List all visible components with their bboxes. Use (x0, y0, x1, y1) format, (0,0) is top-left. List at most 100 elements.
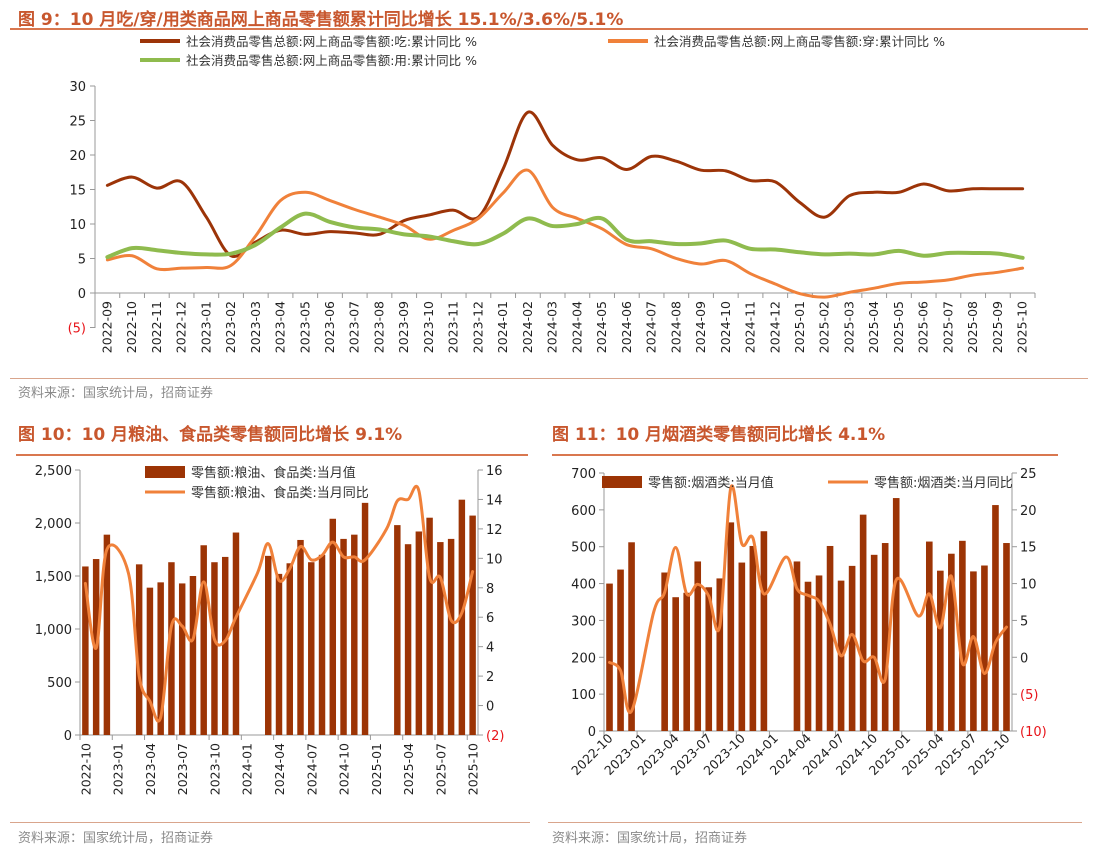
right-tick-label: 12 (486, 523, 503, 538)
bar (760, 531, 768, 731)
bar (340, 538, 347, 735)
y-tick-label: 5 (78, 253, 86, 268)
fig11-title: 图 11：10 月烟酒类零售额同比增长 4.1% (552, 425, 886, 445)
fig11-chart: 0100200300400500600700(10)(5)05101520252… (568, 467, 1047, 778)
right-tick-label: 10 (486, 552, 503, 567)
right-tick-label: 0 (1020, 651, 1028, 666)
fig9-chart: (5) 0 5 10 15 20 25 30 2022-09 2022-10 2022-11 2022… (68, 34, 1036, 353)
bar (1003, 543, 1010, 731)
bar (892, 498, 900, 731)
bar (672, 597, 679, 731)
right-tick-label: 20 (1020, 504, 1037, 519)
fig9-title: 图 9：10 月吃/穿/用类商品网上商品零售额累计同比增长 15.1%/3.6%… (18, 10, 624, 30)
bar (318, 554, 326, 735)
y-tick-label: 10 (69, 218, 86, 233)
x-tick-label: 2025-08 (965, 301, 980, 353)
yoy-line (83, 484, 475, 723)
x-tick-label: 2025-04 (401, 743, 416, 795)
left-tick-label: 0 (64, 729, 72, 744)
bar (275, 573, 283, 735)
x-tick-label: 2023-09 (396, 301, 411, 353)
x-tick-label: 2025-01 (792, 301, 807, 353)
bar (211, 562, 218, 735)
bar (437, 542, 444, 735)
x-tick-label: 2024-03 (545, 301, 560, 353)
x-tick-label: 2023-10 (207, 743, 222, 795)
right-tick-label: (2) (486, 729, 504, 744)
x-tick-label: 2024-09 (693, 301, 708, 353)
bar (859, 514, 867, 731)
x-tick-label: 2023-04 (143, 743, 158, 795)
bar (793, 561, 801, 731)
left-tick-label: 200 (571, 651, 596, 666)
x-tick-label: 2025-10 (466, 743, 481, 795)
x-tick-label: 2025-07 (433, 743, 448, 795)
x-tick-label: 2022-09 (99, 301, 114, 353)
x-tick-label: 2023-03 (248, 301, 263, 353)
right-tick-label: 2 (486, 670, 494, 685)
x-tick-label: 2024-12 (767, 301, 782, 353)
bar (749, 545, 757, 731)
bar (286, 563, 293, 735)
bar (415, 531, 423, 735)
bar (351, 534, 358, 735)
left-tick-label: 600 (571, 504, 596, 519)
x-tick-label: 2023-01 (111, 743, 126, 795)
fig11-source: 资料来源：国家统计局，招商证券 (552, 831, 748, 846)
bar (135, 564, 143, 735)
x-tick-label: 2024-07 (304, 743, 319, 795)
fig9-source: 资料来源：国家统计局，招商证券 (18, 386, 214, 401)
x-tick-label: 2024-06 (619, 301, 634, 353)
bar (103, 534, 111, 735)
bar (628, 542, 635, 731)
y-tick-label: (5) (68, 322, 86, 337)
x-tick-label: 2024-07 (644, 301, 659, 353)
bar (848, 565, 856, 731)
bar (232, 532, 240, 735)
x-tick-label: 2025-04 (866, 301, 881, 353)
x-tick-label: 2023-08 (371, 301, 386, 353)
x-tick-label: 2024-10 (718, 301, 733, 353)
y-tick-label: 20 (69, 149, 86, 164)
fig10-source-rule (10, 822, 530, 823)
fig10-chart: 0 500 1,000 1,500 2,000 2,500 (2) 0 2 4 6 8 10 12 14 16… (35, 464, 505, 795)
left-tick-label: 2,500 (35, 464, 72, 479)
x-tick-label: 2023-10 (421, 301, 436, 353)
right-tick-label: (5) (1020, 688, 1038, 703)
right-tick-label: 14 (486, 493, 503, 508)
x-tick-label: 2024-11 (743, 301, 758, 353)
x-tick-label: 2024-01 (495, 301, 510, 353)
x-tick-label: 2022-12 (174, 301, 189, 353)
x-tick-label: 2023-06 (322, 301, 337, 353)
bar (826, 545, 834, 731)
x-tick-label: 2022-10 (78, 743, 93, 795)
right-tick-label: 0 (486, 700, 494, 715)
right-tick-label: 16 (486, 464, 503, 479)
bar (683, 592, 691, 731)
legend-label-bar: 零售额:烟酒类:当月值 (648, 475, 774, 491)
bar (925, 541, 933, 731)
fig10-title-rule (16, 454, 528, 456)
right-tick-label: 25 (1020, 467, 1037, 482)
bar (265, 555, 272, 735)
x-tick-label: 2024-02 (520, 301, 535, 353)
bar (727, 522, 735, 731)
fig9-source-rule (10, 378, 1088, 379)
fig9-title-rule (10, 28, 1088, 30)
x-tick-label: 2024-04 (272, 743, 287, 795)
bar (329, 518, 337, 735)
bar (804, 581, 812, 731)
bar (447, 538, 455, 735)
bar (168, 562, 175, 735)
bar (82, 566, 89, 735)
bar (404, 544, 412, 735)
x-tick-label: 2024-05 (594, 301, 609, 353)
left-tick-label: 1,500 (35, 570, 72, 585)
y-tick-label: 25 (69, 115, 86, 130)
legend-label-line: 零售额:烟酒类:当月同比 (874, 475, 1013, 491)
x-tick-label: 2023-11 (446, 301, 461, 353)
bar (189, 576, 197, 735)
legend-label: 社会消费品零售总额:网上商品零售额:吃:累计同比 % (186, 34, 477, 49)
legend-label-line: 零售额:粮油、食品类:当月同比 (191, 485, 369, 501)
bar (308, 562, 315, 735)
